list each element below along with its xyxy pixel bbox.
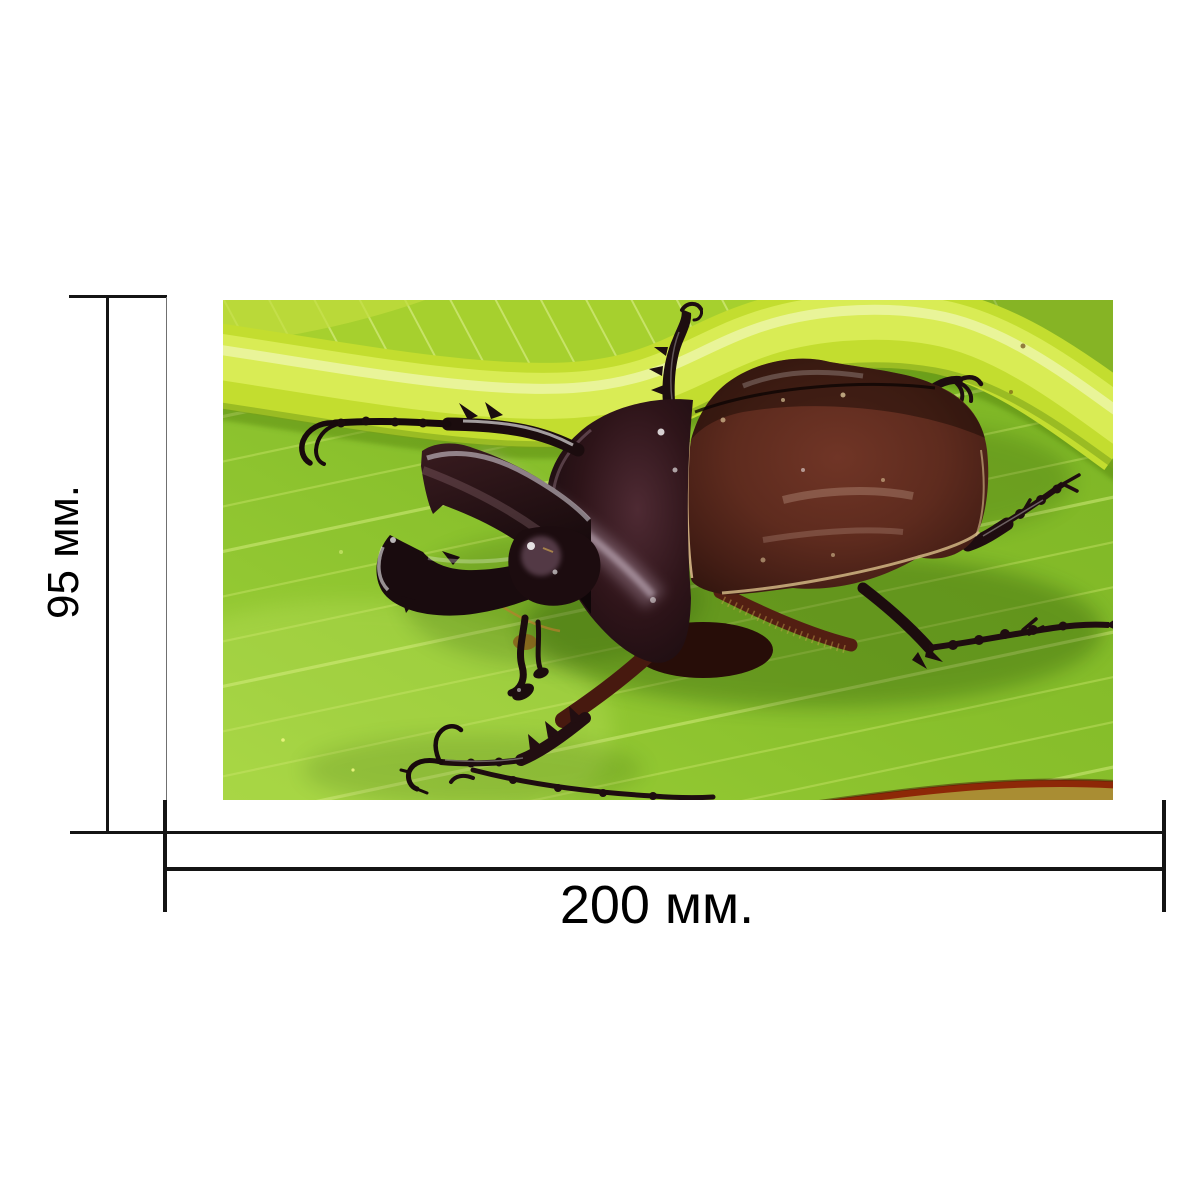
width-dimension-line [164,867,1166,871]
height-dimension-line [106,295,109,834]
beetle-elytra-detail [686,358,985,595]
height-bottom-tick-line [70,831,1166,834]
height-label: 95 мм. [39,485,88,619]
beetle-elytra [686,358,989,595]
beetle-hind-leg-lower [857,582,1113,669]
beetle-hind-leg-upper [961,473,1081,552]
beetle-horn-highlight [421,451,591,534]
beetle-front-lower-leg [399,706,716,800]
height-top-tick [69,295,167,298]
beetle-raised-leg [649,301,703,412]
width-left-tick [163,800,167,912]
product-photo-svg [223,300,1113,800]
beetle-head [508,526,601,606]
width-label: 200 мм. [559,875,755,935]
extension-line [166,297,167,833]
beetle [299,301,1113,800]
width-right-tick [1162,800,1166,912]
beetle-foreleg [299,402,585,466]
product-photo [223,300,1113,800]
beetle-antenna [507,614,549,701]
leaf-edge [818,778,1113,800]
